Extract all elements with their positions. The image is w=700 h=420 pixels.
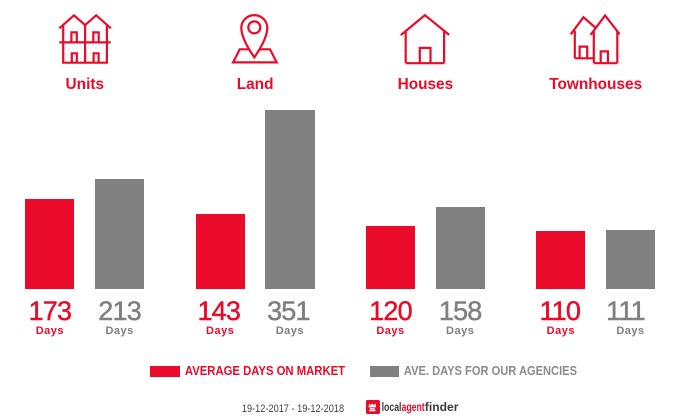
svg-text:AVERAGE DAYS ON MARKET: AVERAGE DAYS ON MARKET — [185, 363, 345, 378]
svg-text:AVE. DAYS FOR OUR AGENCIES: AVE. DAYS FOR OUR AGENCIES — [404, 363, 577, 378]
svg-text:finder: finder — [425, 400, 459, 414]
svg-text:19-12-2017 - 19-12-2018: 19-12-2017 - 19-12-2018 — [242, 403, 344, 415]
svg-text:local: local — [382, 402, 402, 415]
svg-text:agent: agent — [402, 402, 426, 415]
